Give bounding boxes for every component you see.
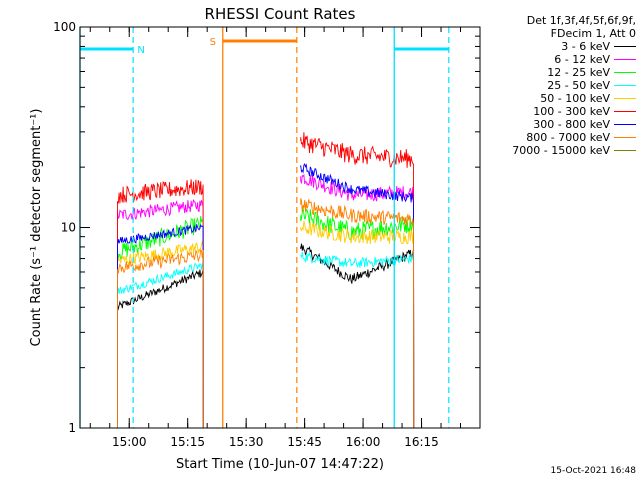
legend-label: 12 - 25 keV — [547, 66, 610, 79]
series-line-seg2 — [300, 251, 415, 429]
axes-layer: 1 10 100 15:00 15:15 15:30 15:45 16:00 16:15 — [53, 20, 481, 449]
series-line-seg1 — [117, 249, 204, 429]
series-0 — [117, 243, 415, 429]
x-tick-label: 15:30 — [229, 435, 264, 449]
legend-label: 25 - 50 keV — [547, 79, 610, 92]
legend: Det 1f,3f,4f,5f,6f,9f, FDecim 1, Att 0 3… — [476, 14, 636, 157]
legend-item: 3 - 6 keV — [476, 40, 636, 53]
plot-frame — [79, 26, 481, 429]
legend-label: 50 - 100 keV — [540, 92, 610, 105]
legend-swatch — [614, 46, 636, 47]
saa-label: S — [210, 37, 216, 48]
legend-item: 100 - 300 keV — [476, 105, 636, 118]
series-line-seg1 — [117, 262, 204, 429]
y-axis-label: Count Rate (s⁻¹ detector segment⁻¹) — [29, 109, 44, 347]
x-axis-label: Start Time (10-Jun-07 14:47:22) — [176, 457, 384, 472]
legend-swatch — [614, 137, 636, 138]
legend-item: 800 - 7000 keV — [476, 131, 636, 144]
legend-swatch — [614, 72, 636, 73]
x-tick-label: 15:15 — [170, 435, 205, 449]
series-line-seg2 — [300, 132, 415, 429]
series-line-seg1 — [117, 223, 204, 429]
legend-item: 6 - 12 keV — [476, 53, 636, 66]
series-3 — [117, 251, 415, 429]
chart-title: RHESSI Count Rates — [205, 5, 356, 23]
annotation-night-1 — [393, 27, 450, 428]
series-line-seg1 — [117, 199, 204, 429]
series-line-seg2 — [300, 221, 415, 429]
series-line-seg1 — [117, 179, 204, 429]
series-6 — [117, 162, 415, 429]
legend-swatch — [614, 111, 636, 112]
legend-label: 100 - 300 keV — [533, 105, 610, 118]
series-line-seg2 — [300, 162, 415, 429]
x-tick-label: 15:00 — [112, 435, 147, 449]
series-line-seg2 — [300, 243, 415, 429]
timestamp: 15-Oct-2021 16:48 — [550, 466, 636, 476]
legend-item: 25 - 50 keV — [476, 79, 636, 92]
legend-label: 7000 - 15000 keV — [512, 144, 610, 157]
y-tick-label: 1 — [68, 421, 76, 435]
series-7 — [117, 198, 415, 429]
x-tick-label: 15:45 — [287, 435, 322, 449]
night-label: N — [137, 45, 144, 56]
legend-label: 6 - 12 keV — [554, 53, 610, 66]
series-line-seg2 — [300, 198, 415, 429]
legend-item: 7000 - 15000 keV — [476, 144, 636, 157]
series-line-seg2 — [300, 207, 415, 429]
legend-item: 12 - 25 keV — [476, 66, 636, 79]
legend-label: 800 - 7000 keV — [526, 131, 610, 144]
y-tick-label: 100 — [53, 20, 76, 34]
series-1 — [117, 173, 415, 429]
legend-header-decimation: FDecim 1, Att 0 — [550, 27, 636, 40]
series-layer — [117, 132, 415, 429]
legend-swatch — [614, 150, 636, 151]
legend-swatch — [614, 98, 636, 99]
series-2 — [117, 207, 415, 429]
legend-item: 300 - 800 keV — [476, 118, 636, 131]
series-5 — [117, 132, 415, 429]
series-line-seg1 — [117, 269, 204, 429]
legend-swatch — [614, 59, 636, 60]
y-tick-label: 10 — [61, 221, 76, 235]
x-tick-label: 16:00 — [346, 435, 381, 449]
legend-item: 50 - 100 keV — [476, 92, 636, 105]
series-line-seg1 — [117, 240, 204, 429]
legend-header-detectors: Det 1f,3f,4f,5f,6f,9f, — [526, 14, 636, 27]
legend-label: 300 - 800 keV — [533, 118, 610, 131]
legend-swatch — [614, 85, 636, 86]
legend-swatch — [614, 124, 636, 125]
series-4 — [117, 221, 415, 429]
x-tick-label: 16:15 — [404, 435, 439, 449]
legend-label: 3 - 6 keV — [561, 40, 610, 53]
annotation-saa-0: S — [210, 27, 298, 428]
